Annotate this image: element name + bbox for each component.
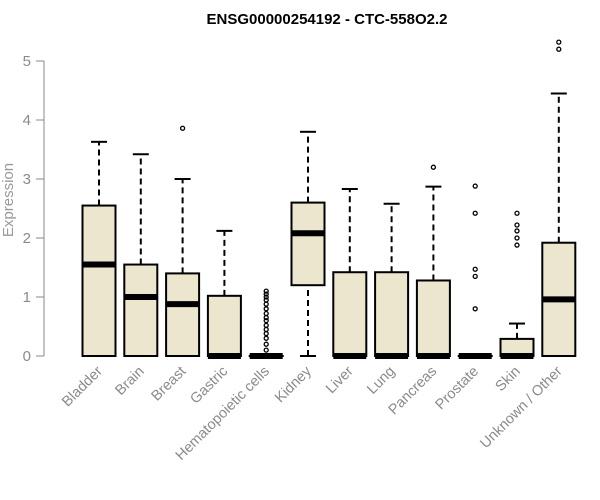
- x-tick-label: Lung: [364, 364, 398, 398]
- box-liver: [332, 188, 368, 359]
- box-breast: [165, 125, 201, 357]
- chart-title: ENSG00000254192 - CTC-558O2.2: [207, 11, 448, 28]
- x-tick-label: Bladder: [59, 363, 106, 410]
- outlier-point: [514, 242, 520, 248]
- box-unknown-other: [541, 39, 577, 357]
- outlier-point: [263, 301, 269, 307]
- outlier-point: [179, 125, 186, 131]
- x-tick-label: Prostate: [433, 364, 482, 413]
- outlier-point: [514, 235, 520, 241]
- box-iqr: [206, 294, 242, 358]
- box-bladder: [81, 140, 117, 357]
- box-brain: [123, 153, 159, 357]
- x-tick-label: Breast: [148, 364, 189, 405]
- outlier-point: [263, 335, 269, 341]
- outlier-point: [514, 210, 520, 216]
- outlier-point: [472, 266, 478, 272]
- outlier-point: [263, 341, 269, 347]
- box-kidney: [290, 130, 326, 357]
- box-iqr: [123, 263, 159, 357]
- outlier-point: [472, 183, 478, 189]
- box-iqr: [332, 271, 368, 357]
- box-hematopoietic-cells: [248, 288, 284, 359]
- outlier-point: [556, 46, 562, 52]
- x-tick-label: Liver: [323, 363, 357, 397]
- boxes-group: [81, 39, 577, 359]
- outlier-point: [514, 228, 520, 234]
- box-pancreas: [415, 164, 451, 359]
- outlier-point: [556, 39, 562, 45]
- outlier-point: [263, 330, 269, 337]
- y-tick-label: 5: [23, 53, 31, 70]
- box-iqr: [415, 279, 451, 358]
- outlier-point: [263, 347, 269, 353]
- outlier-point: [263, 288, 269, 294]
- y-tick-label: 2: [23, 230, 31, 247]
- outlier-point: [263, 322, 269, 328]
- y-tick-label: 0: [23, 348, 31, 365]
- y-axis-ticks: 0 1 2 3 4 5: [23, 53, 44, 365]
- outlier-point: [430, 164, 437, 170]
- outlier-point: [263, 291, 269, 297]
- box-iqr: [165, 272, 201, 357]
- outlier-point: [263, 297, 269, 303]
- x-tick-label: Skin: [493, 364, 524, 395]
- box-prostate: [457, 183, 493, 359]
- box-iqr: [290, 201, 326, 287]
- y-tick-label: 3: [23, 171, 31, 188]
- box-skin: [499, 210, 535, 359]
- outlier-point: [263, 314, 269, 321]
- x-tick-label: Kidney: [272, 363, 315, 406]
- y-tick-label: 4: [23, 112, 31, 129]
- outlier-point: [263, 317, 269, 324]
- y-tick-label: 1: [23, 289, 31, 306]
- outlier-point: [263, 294, 269, 300]
- y-axis-label: Expression: [0, 163, 17, 237]
- box-iqr: [374, 271, 410, 357]
- outlier-point: [472, 306, 478, 312]
- outlier-point: [472, 273, 478, 280]
- box-gastric: [206, 229, 242, 359]
- outlier-point: [514, 222, 520, 228]
- outlier-point: [263, 306, 269, 312]
- x-tick-label: Brain: [112, 364, 147, 399]
- outlier-point: [263, 310, 269, 317]
- outlier-point: [263, 326, 269, 333]
- outlier-point: [472, 210, 478, 216]
- box-lung: [374, 202, 410, 359]
- box-iqr: [81, 204, 117, 357]
